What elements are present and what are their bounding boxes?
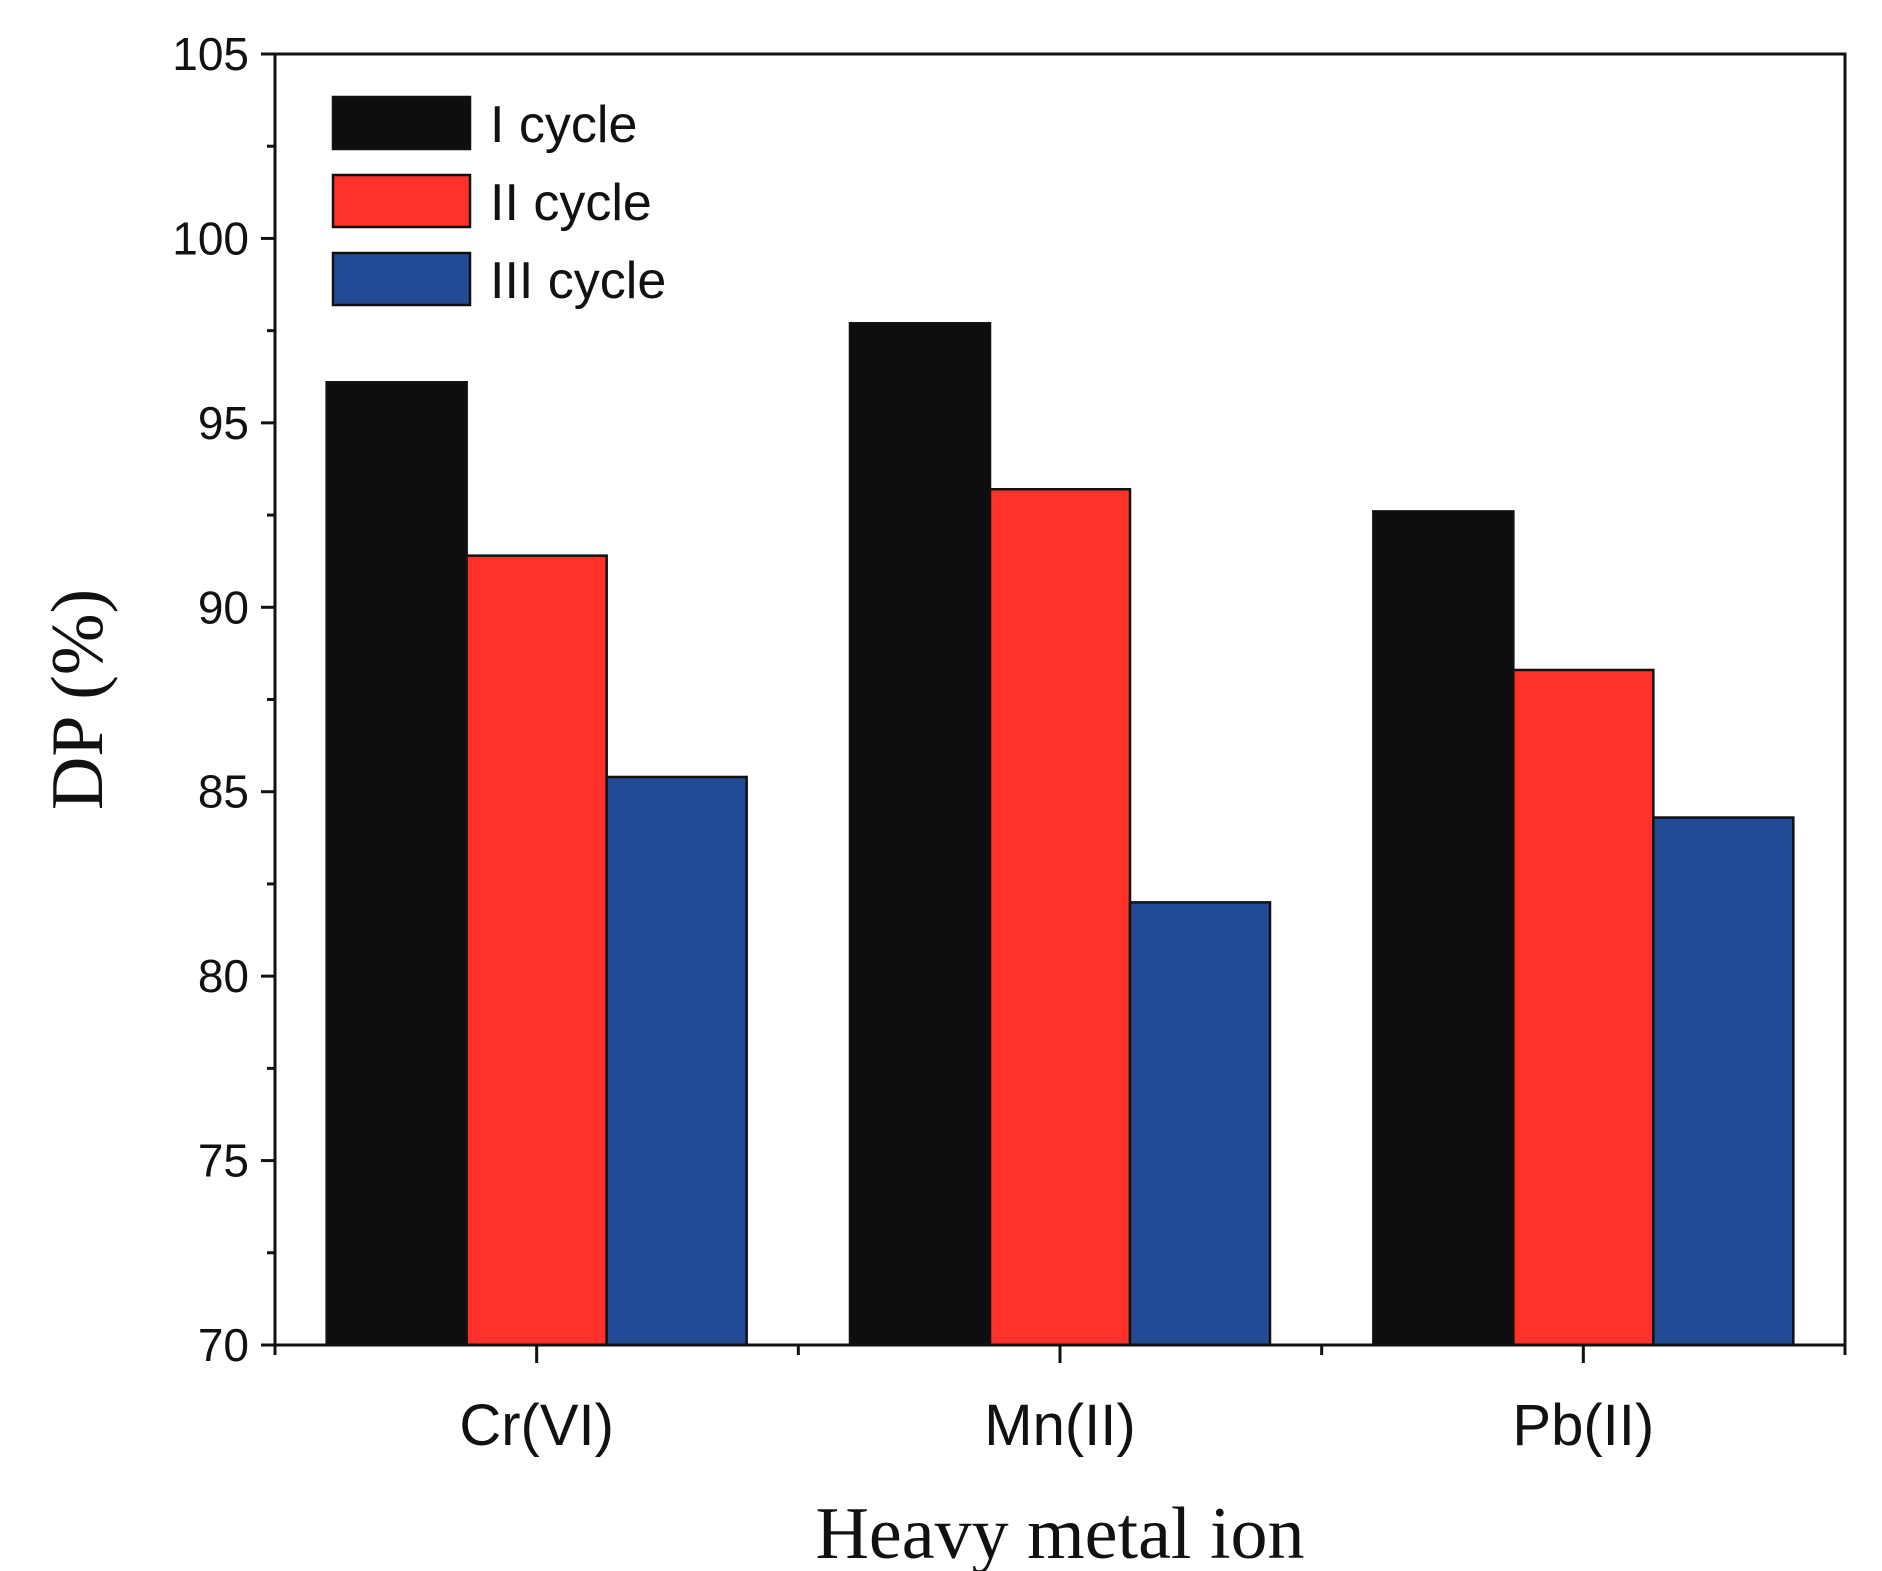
x-axis-title: Heavy metal ion	[815, 1493, 1304, 1571]
legend-swatch-ii-cycle	[331, 173, 472, 229]
bar-ii-cycle-2	[1512, 668, 1655, 1347]
legend-label: II cycle	[490, 174, 652, 232]
bar-iii-cycle-0	[605, 775, 748, 1347]
x-category-label: Cr(VI)	[459, 1393, 614, 1458]
y-tick-label: 80	[198, 950, 249, 1002]
y-tick-label: 100	[172, 212, 249, 264]
y-tick-label: 105	[172, 28, 249, 80]
bar-i-cycle-0	[325, 381, 468, 1347]
bar-i-cycle-1	[848, 322, 992, 1347]
y-tick-label: 75	[198, 1135, 249, 1187]
x-category-label: Mn(II)	[984, 1393, 1135, 1458]
bar-iii-cycle-2	[1652, 816, 1795, 1347]
legend-swatch-i-cycle	[331, 95, 472, 151]
legend-label: III cycle	[490, 252, 666, 310]
y-tick-label: 90	[198, 581, 249, 633]
legend-label: I cycle	[490, 96, 637, 154]
bar-iii-cycle-1	[1128, 901, 1272, 1347]
x-ticks-group: Cr(VI) Mn(II) Pb(II)	[273, 1345, 1847, 1458]
legend: I cycle II cycle III cycle	[331, 95, 666, 310]
bar-ii-cycle-0	[465, 554, 608, 1347]
x-category-label: Pb(II)	[1512, 1393, 1654, 1458]
bar-i-cycle-2	[1372, 510, 1515, 1347]
y-tick-label: 85	[198, 766, 249, 818]
y-tick-label: 70	[198, 1319, 249, 1371]
legend-swatch-iii-cycle	[331, 251, 472, 307]
y-ticks-group: 70 75 80 85 90 95 100 105	[172, 28, 275, 1371]
y-axis-title: DP (%)	[37, 589, 119, 810]
bars-group	[325, 322, 1795, 1347]
y-tick-label: 95	[198, 397, 249, 449]
bar-ii-cycle-1	[988, 488, 1132, 1347]
